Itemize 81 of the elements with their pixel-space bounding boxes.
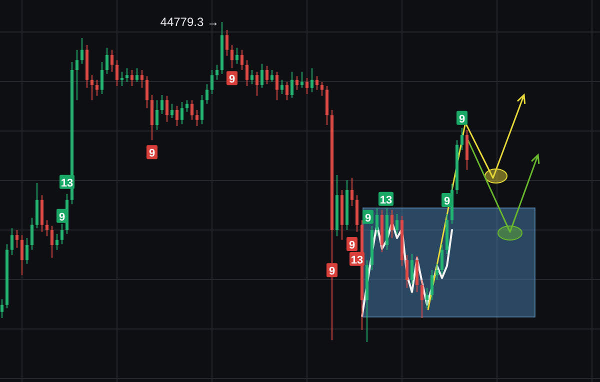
candlestick — [216, 64, 218, 80]
candlestick — [246, 60, 248, 86]
candlestick — [230, 44, 234, 69]
candlestick — [140, 70, 144, 88]
candlestick — [76, 49, 78, 101]
candlestick — [30, 217, 34, 250]
candlestick — [26, 238, 28, 264]
annotation: 9 — [444, 196, 450, 208]
annotation: 13 — [380, 194, 392, 206]
candlestick — [120, 71, 124, 86]
candlestick — [436, 263, 438, 280]
annotation: 13 — [350, 254, 364, 266]
candlestick — [126, 68, 128, 82]
candlestick — [426, 287, 428, 309]
candlestick — [420, 279, 424, 318]
candlestick — [50, 225, 54, 258]
candlestick — [16, 230, 18, 248]
candlestick — [316, 76, 318, 90]
candlestick — [350, 177, 354, 206]
candlestick — [256, 71, 258, 96]
annotation: 13 — [60, 177, 74, 190]
candlestick — [296, 76, 298, 90]
candlestick — [290, 71, 294, 98]
candlestick — [10, 228, 14, 256]
candlestick — [176, 105, 178, 126]
candlestick — [146, 76, 148, 109]
candlestick — [430, 270, 434, 301]
candlestick — [280, 79, 284, 94]
candlestick — [60, 223, 64, 245]
annotation: 9 — [364, 212, 372, 224]
candlestick — [440, 244, 444, 274]
candlestick — [196, 110, 198, 126]
annotation: 9 — [58, 211, 66, 224]
candlestick — [160, 94, 164, 114]
candlestick — [110, 49, 114, 72]
candlestick — [80, 38, 84, 64]
candlestick — [156, 100, 158, 130]
candlestick — [406, 254, 408, 288]
annotation: 9 — [348, 240, 356, 252]
candlestick — [136, 68, 138, 82]
candlestick — [236, 47, 238, 64]
annotation: 9 — [458, 113, 466, 126]
annotation: 9 — [328, 266, 336, 278]
annotation: 44779.3 → — [160, 15, 219, 29]
candlestick — [320, 81, 324, 96]
annotation: 9 — [148, 148, 156, 160]
candlestick — [200, 94, 204, 125]
candlestick — [166, 95, 168, 122]
candlestick — [210, 70, 214, 94]
candlestick — [100, 62, 104, 94]
candlestick — [0, 298, 4, 318]
candlestick — [20, 234, 24, 276]
candlestick — [206, 84, 208, 104]
candlestick — [300, 71, 304, 88]
candlestick — [186, 100, 188, 112]
candlestick — [46, 220, 48, 237]
candlestick — [410, 254, 414, 285]
candlestick — [190, 100, 194, 120]
candlestick — [106, 47, 108, 74]
candlestick — [460, 127, 464, 150]
candlestick — [270, 70, 274, 82]
candlestick — [396, 214, 398, 234]
candlestick — [116, 60, 118, 86]
candlestick — [250, 70, 254, 85]
candlestick — [180, 102, 184, 125]
candlestick — [310, 68, 314, 93]
candlestick — [390, 209, 394, 238]
candlestick — [90, 74, 94, 101]
candlestick — [306, 78, 308, 94]
candlestick — [260, 63, 264, 88]
candlestick — [226, 30, 228, 56]
candlestick — [170, 103, 174, 118]
candlestick — [240, 49, 244, 70]
candlestick — [96, 79, 98, 96]
candlestick — [266, 65, 268, 85]
candlestick — [276, 71, 278, 101]
candlestick — [376, 207, 378, 237]
candlestick — [56, 233, 58, 250]
candlestick — [286, 81, 288, 101]
candlestick — [130, 70, 134, 86]
annotation: 9 — [228, 74, 236, 86]
